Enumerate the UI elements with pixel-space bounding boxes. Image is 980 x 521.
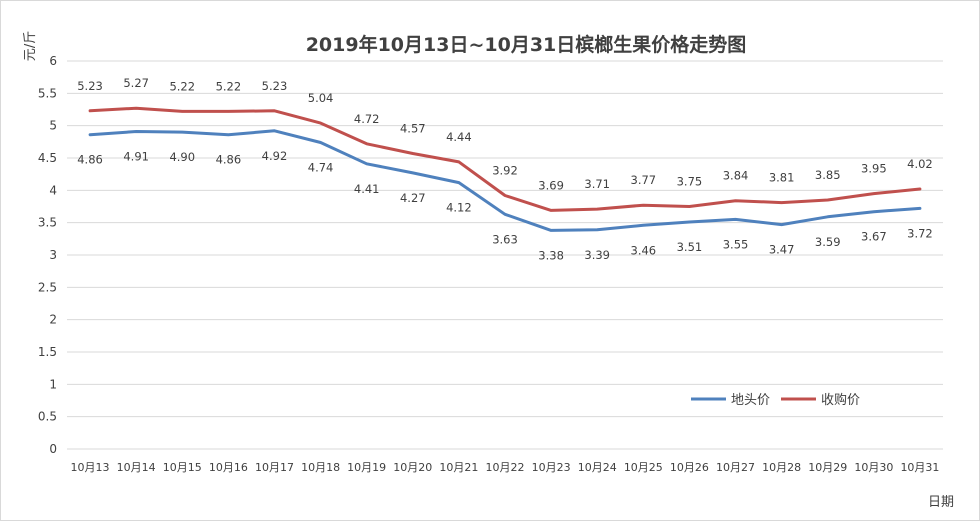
x-tick-label: 10月27 xyxy=(716,461,755,474)
y-tick-label: 1.5 xyxy=(38,345,57,359)
x-tick-label: 10月25 xyxy=(624,461,663,474)
x-tick-label: 10月17 xyxy=(255,461,294,474)
y-tick-label: 0.5 xyxy=(38,410,57,424)
x-tick-label: 10月19 xyxy=(347,461,386,474)
data-label: 4.02 xyxy=(907,157,933,171)
data-label: 4.72 xyxy=(354,112,380,126)
x-tick-label: 10月14 xyxy=(117,461,156,474)
data-label: 4.74 xyxy=(308,160,334,174)
y-tick-label: 4 xyxy=(49,183,57,197)
data-label: 5.04 xyxy=(308,91,334,105)
data-label: 4.92 xyxy=(262,149,288,163)
y-axis-ticks: 0 0.5 1 1.5 2 2.5 3 3.5 4 4.5 5 5.5 6 xyxy=(38,54,57,456)
data-label: 3.39 xyxy=(584,248,610,262)
x-tick-label: 10月30 xyxy=(854,461,893,474)
legend-label: 收购价 xyxy=(821,392,860,408)
data-label: 3.81 xyxy=(769,171,795,185)
data-label: 3.46 xyxy=(631,243,657,257)
y-tick-label: 2 xyxy=(49,313,57,327)
x-tick-label: 10月15 xyxy=(163,461,202,474)
data-label: 3.75 xyxy=(677,175,703,189)
data-label: 4.90 xyxy=(169,150,195,164)
series-line-0 xyxy=(88,129,922,232)
data-label: 3.85 xyxy=(815,168,841,182)
data-label: 5.23 xyxy=(262,79,288,93)
data-label: 3.67 xyxy=(861,230,887,244)
x-tick-label: 10月26 xyxy=(670,461,709,474)
y-tick-label: 1 xyxy=(49,377,57,391)
data-label: 3.77 xyxy=(631,173,657,187)
series-line-1 xyxy=(88,106,922,212)
y-tick-label: 6 xyxy=(49,54,57,68)
data-label: 3.63 xyxy=(492,232,518,246)
data-label: 3.55 xyxy=(723,237,749,251)
y-tick-label: 5 xyxy=(49,119,57,133)
y-tick-label: 3.5 xyxy=(38,216,57,230)
data-label: 5.27 xyxy=(123,76,149,90)
data-label: 5.22 xyxy=(169,79,195,93)
data-label: 3.84 xyxy=(723,169,749,183)
data-label: 4.27 xyxy=(400,191,426,205)
x-axis-ticks: 10月13 10月14 10月15 10月16 10月17 10月18 10月19 10月20… xyxy=(71,461,940,474)
x-tick-label: 10月31 xyxy=(900,461,939,474)
data-label: 3.59 xyxy=(815,235,841,249)
data-label: 4.91 xyxy=(123,149,149,163)
data-label: 3.72 xyxy=(907,226,933,240)
y-tick-label: 2.5 xyxy=(38,280,57,294)
y-tick-label: 4.5 xyxy=(38,151,57,165)
x-tick-label: 10月22 xyxy=(486,461,525,474)
y-tick-label: 5.5 xyxy=(38,86,57,100)
data-label: 4.12 xyxy=(446,201,472,215)
x-tick-label: 10月16 xyxy=(209,461,248,474)
data-label: 3.38 xyxy=(538,248,564,262)
x-tick-label: 10月20 xyxy=(393,461,432,474)
data-labels: 4.86 4.91 4.90 4.86 4.92 4.74 4.41 4.27 4.12 3.63… xyxy=(77,76,933,262)
series-lines xyxy=(88,106,922,232)
y-tick-label: 3 xyxy=(49,248,57,262)
x-tick-label: 10月23 xyxy=(532,461,571,474)
x-tick-label: 10月13 xyxy=(71,461,110,474)
data-label: 3.92 xyxy=(492,164,518,178)
chart-title: 2019年10月13日~10月31日槟榔生果价格走势图 xyxy=(306,33,747,56)
x-tick-label: 10月24 xyxy=(578,461,617,474)
data-label: 3.71 xyxy=(584,177,610,191)
x-axis-label: 日期 xyxy=(928,495,954,510)
legend-label: 地头价 xyxy=(731,393,770,408)
data-label: 4.44 xyxy=(446,130,472,144)
x-tick-label: 10月28 xyxy=(762,461,801,474)
data-label: 3.47 xyxy=(769,243,795,257)
data-label: 3.95 xyxy=(861,162,887,176)
data-label: 5.23 xyxy=(77,79,103,93)
data-label: 4.57 xyxy=(400,121,426,135)
data-label: 5.22 xyxy=(216,79,242,93)
data-label: 4.41 xyxy=(354,182,380,196)
y-axis-label: 元/斤 xyxy=(23,31,38,61)
data-label: 4.86 xyxy=(216,153,242,167)
data-label: 3.51 xyxy=(677,240,703,254)
x-tick-label: 10月29 xyxy=(808,461,847,474)
x-tick-label: 10月18 xyxy=(301,461,340,474)
y-tick-label: 0 xyxy=(49,442,57,456)
gridlines xyxy=(67,60,943,450)
legend: 地头价 收购价 xyxy=(691,392,860,408)
data-label: 4.86 xyxy=(77,153,103,167)
data-label: 3.69 xyxy=(538,178,564,192)
x-tick-label: 10月21 xyxy=(439,461,478,474)
